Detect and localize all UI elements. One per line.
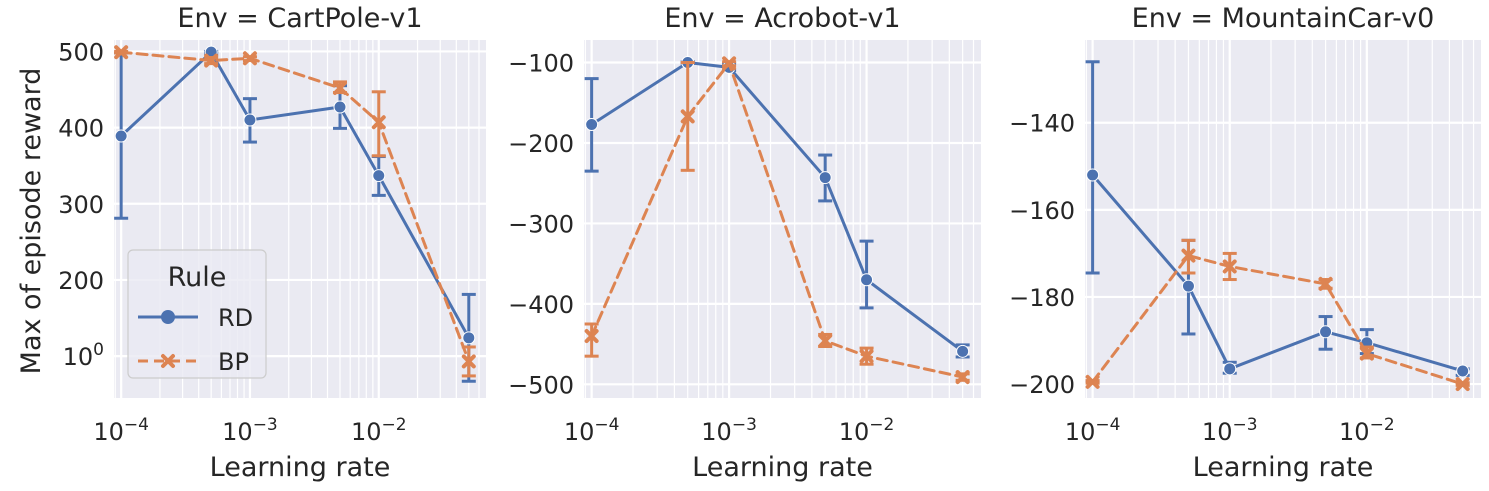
legend-marker <box>161 354 175 368</box>
data-point <box>1086 168 1100 182</box>
legend: Rule RD BP <box>127 249 267 379</box>
data-point <box>461 354 476 369</box>
error-bar <box>1085 60 1100 275</box>
data-point <box>204 53 219 68</box>
legend-box <box>127 249 267 379</box>
series-line <box>590 61 965 353</box>
x-tick-label: 10−2 <box>1339 415 1395 446</box>
error-bar <box>584 322 599 358</box>
series-line <box>119 50 471 340</box>
legend-title: Rule <box>168 262 227 293</box>
data-point <box>333 100 347 114</box>
data-point <box>860 273 874 287</box>
data-point <box>680 109 695 124</box>
data-point <box>1456 364 1470 378</box>
legend-label: RD <box>218 304 253 332</box>
data-point <box>1319 325 1333 339</box>
x-tick-label: 10−3 <box>1202 415 1258 446</box>
grid <box>584 40 981 398</box>
data-point <box>1223 362 1237 376</box>
data-point <box>1181 279 1195 293</box>
data-point <box>1359 346 1374 361</box>
plot-area <box>1085 40 1481 398</box>
series-bp <box>584 56 970 385</box>
series-line <box>119 50 471 363</box>
data-point <box>859 349 874 364</box>
y-tick-label: −100 <box>508 50 574 78</box>
series-line <box>590 61 965 379</box>
data-point <box>1222 259 1237 274</box>
y-tick-label: −300 <box>508 210 574 238</box>
data-point <box>818 171 832 185</box>
data-point <box>956 344 970 358</box>
grid <box>1085 40 1481 398</box>
data-point <box>1455 377 1470 392</box>
legend-label: BP <box>218 348 249 376</box>
data-point <box>332 80 347 95</box>
x-tick-label: 10−4 <box>564 415 620 446</box>
x-tick-label: 10−3 <box>701 415 757 446</box>
y-tick-label: −140 <box>1009 110 1075 138</box>
panels: 100 200 300 400 500 10−4 10−3 10−2 Env = CartPol… <box>58 3 1481 483</box>
y-tick-label: 500 <box>58 38 104 66</box>
series-line <box>1091 173 1465 373</box>
data-point <box>243 113 257 127</box>
series-bp <box>114 45 476 378</box>
panel-title: Env = CartPole-v1 <box>177 3 422 34</box>
data-point <box>955 370 970 385</box>
y-tick-label: −400 <box>508 291 574 319</box>
x-tick-label: 10−3 <box>222 415 278 446</box>
y-tick-label: 100 <box>63 340 104 371</box>
x-tick-label: 10−4 <box>1065 415 1121 446</box>
series-bp <box>1085 238 1470 392</box>
data-point <box>242 51 257 66</box>
panel-title: Env = Acrobot-v1 <box>664 3 900 34</box>
x-axis-label: Learning rate <box>210 452 391 483</box>
data-point <box>585 117 599 131</box>
data-point <box>1318 276 1333 291</box>
x-axis-label: Learning rate <box>692 452 873 483</box>
x-axis-label: Learning rate <box>1193 452 1374 483</box>
y-tick-label: −200 <box>508 130 574 158</box>
y-tick-label: −200 <box>1009 371 1075 399</box>
y-tick-label: 200 <box>58 267 104 295</box>
y-tick-label: −180 <box>1009 284 1075 312</box>
panel-3: −200 −180 −160 −140 10−4 10−3 10−2 Env = Mounta… <box>1009 3 1481 483</box>
panel-2: −500 −400 −300 −200 −100 10−4 10−3 10−2 Env = Ac… <box>508 3 981 483</box>
data-point <box>372 169 386 183</box>
data-point <box>114 129 128 143</box>
data-point <box>462 331 476 345</box>
x-tick-label: 10−4 <box>93 415 149 446</box>
data-point <box>1181 248 1196 263</box>
y-tick-label: −160 <box>1009 197 1075 225</box>
y-tick-label: 400 <box>58 115 104 143</box>
data-point <box>722 56 737 71</box>
y-axis-label: Max of episode reward <box>16 68 47 375</box>
x-tick-label: 10−2 <box>839 415 895 446</box>
panel-title: Env = MountainCar-v0 <box>1132 3 1435 34</box>
panel-1: 100 200 300 400 500 10−4 10−3 10−2 Env = CartPol… <box>58 3 486 483</box>
data-point <box>818 333 833 348</box>
data-point <box>114 45 129 60</box>
legend-marker <box>161 310 175 324</box>
data-point <box>1085 374 1100 389</box>
x-tick-label: 10−2 <box>351 415 407 446</box>
data-point <box>371 115 386 130</box>
y-tick-label: 300 <box>58 191 104 219</box>
data-point <box>584 329 599 344</box>
series-line <box>1091 254 1465 386</box>
y-tick-label: −500 <box>508 371 574 399</box>
